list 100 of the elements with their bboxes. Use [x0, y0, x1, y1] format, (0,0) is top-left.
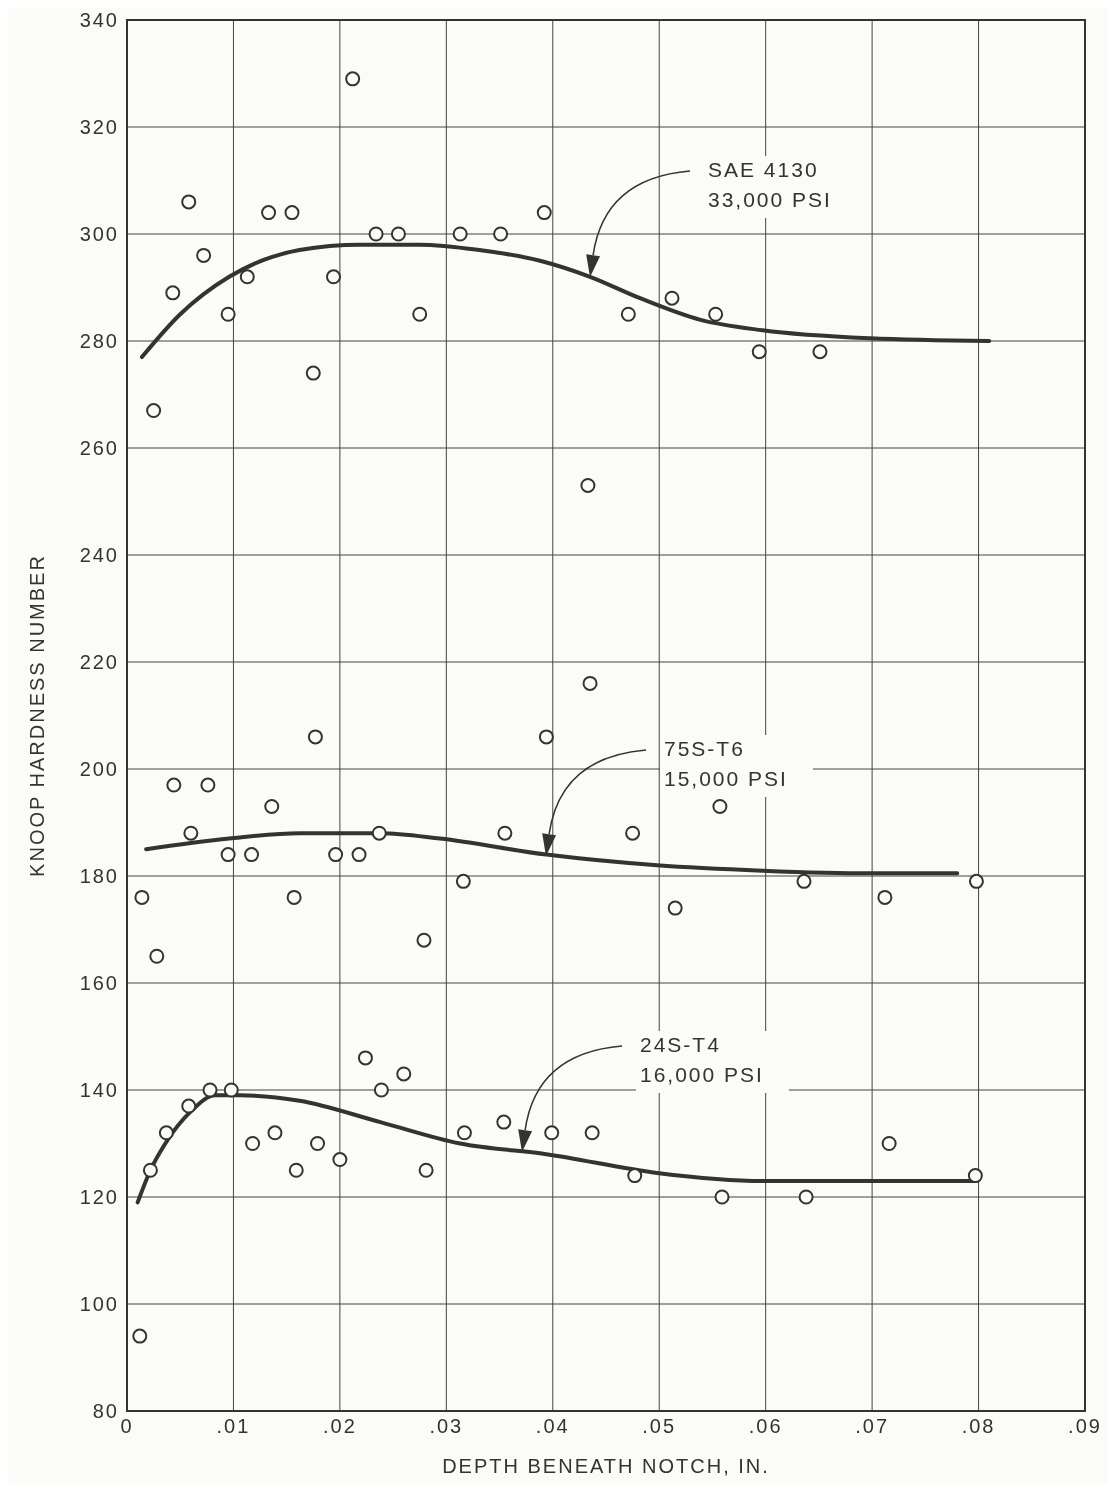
point: [708, 306, 724, 322]
point: [751, 344, 767, 360]
y-tick-label: 280: [79, 330, 119, 353]
y-tick-label: 120: [79, 1186, 119, 1209]
point: [714, 1189, 730, 1205]
point: [181, 194, 197, 210]
point: [455, 873, 471, 889]
point: [796, 873, 812, 889]
point: [264, 798, 280, 814]
point: [584, 1125, 600, 1141]
point: [967, 1168, 983, 1184]
point: [286, 889, 302, 905]
y-tick-label: 100: [79, 1293, 119, 1316]
point: [202, 1082, 218, 1098]
annotation: 24S-T4 16,000 PSI: [640, 1033, 764, 1086]
point: [373, 1082, 389, 1098]
y-tick-label: 240: [79, 544, 119, 567]
point: [132, 1328, 148, 1344]
point: [146, 403, 162, 419]
point: [418, 1162, 434, 1178]
point: [332, 1152, 348, 1168]
point: [538, 729, 554, 745]
point: [307, 729, 323, 745]
x-tick-label: .01: [216, 1415, 251, 1438]
y-tick-label: 160: [79, 972, 119, 995]
point: [239, 269, 255, 285]
point: [580, 477, 596, 493]
x-tick-label: .05: [642, 1415, 677, 1438]
point: [328, 847, 344, 863]
y-tick-label: 80: [92, 1400, 119, 1423]
point: [149, 948, 165, 964]
point: [220, 847, 236, 863]
y-axis-title: KNOOP HARDNESS NUMBER: [26, 554, 49, 877]
point: [582, 675, 598, 691]
point: [712, 798, 728, 814]
point: [351, 847, 367, 863]
point: [416, 932, 432, 948]
point: [166, 777, 182, 793]
point: [284, 205, 300, 221]
point: [158, 1125, 174, 1141]
point: [798, 1189, 814, 1205]
point: [390, 226, 406, 242]
point: [812, 344, 828, 360]
y-tick-label: 320: [79, 116, 119, 139]
point: [493, 226, 509, 242]
point: [165, 285, 181, 301]
point: [544, 1125, 560, 1141]
point: [968, 873, 984, 889]
point: [412, 306, 428, 322]
point: [667, 900, 683, 916]
y-tick-label: 260: [79, 437, 119, 460]
point: [664, 290, 680, 306]
point: [496, 1114, 512, 1130]
point: [497, 825, 513, 841]
point: [223, 1082, 239, 1098]
point: [396, 1066, 412, 1082]
point: [368, 226, 384, 242]
y-tick-label: 140: [79, 1079, 119, 1102]
point: [196, 247, 212, 263]
x-tick-label: .06: [748, 1415, 783, 1438]
point: [452, 226, 468, 242]
point: [371, 825, 387, 841]
y-tick-label: 180: [79, 865, 119, 888]
point: [326, 269, 341, 285]
point: [310, 1136, 326, 1151]
point: [183, 825, 199, 841]
point: [627, 1168, 643, 1184]
y-tick-label: 220: [79, 651, 119, 674]
point: [134, 889, 150, 905]
point: [261, 205, 277, 221]
point: [620, 306, 636, 322]
y-tick-label: 200: [79, 758, 119, 781]
x-tick-label: .02: [322, 1415, 357, 1438]
annotation: 75S-T6 15,000 PSI: [664, 737, 788, 790]
point: [881, 1136, 897, 1151]
x-tick-label: .03: [429, 1415, 464, 1438]
y-tick-label: 340: [79, 9, 119, 32]
x-tick-label: .04: [535, 1415, 570, 1438]
point: [220, 306, 236, 322]
x-tick-label: .07: [855, 1415, 890, 1438]
point: [305, 365, 321, 381]
y-tick-label: 300: [79, 223, 119, 246]
x-tick-label: .09: [1068, 1415, 1102, 1438]
point: [877, 889, 893, 905]
annotation: SAE 4130 33,000 PSI: [708, 158, 832, 211]
point: [142, 1162, 158, 1178]
point: [536, 205, 552, 221]
point: [345, 71, 361, 87]
point: [244, 847, 260, 863]
x-tick-label: 0: [120, 1415, 134, 1438]
point: [456, 1125, 472, 1141]
point: [267, 1125, 283, 1141]
point: [288, 1162, 304, 1178]
point: [181, 1098, 197, 1114]
line-series: [139, 242, 992, 360]
x-tick-label: .08: [961, 1415, 996, 1438]
point: [245, 1136, 261, 1151]
point: [200, 777, 216, 793]
point: [357, 1050, 373, 1066]
point: [625, 825, 641, 841]
